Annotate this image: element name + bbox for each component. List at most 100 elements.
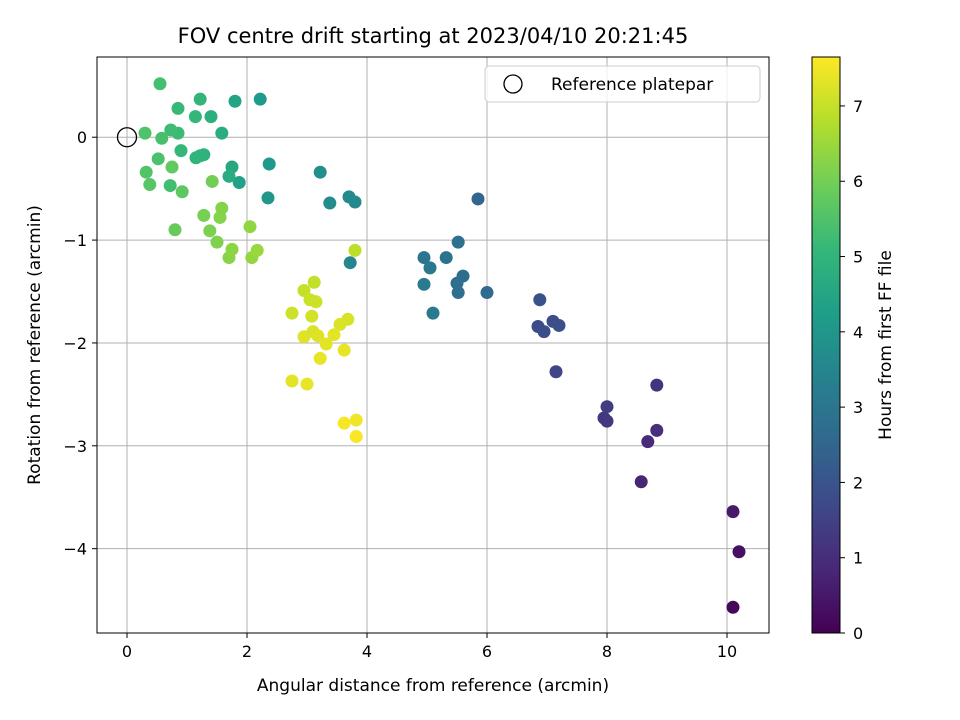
data-point [537,325,551,339]
reference-marker-layer [116,127,138,148]
data-point [222,169,236,183]
data-point [726,600,740,614]
data-point [305,309,319,323]
data-point [215,126,229,140]
data-point [337,343,351,357]
chart-title: FOV centre drift starting at 2023/04/10 … [178,24,689,48]
data-point [243,220,257,234]
colorbar-tick-label: 3 [853,398,863,417]
legend-entry-reference-platepar: Reference platepar [551,75,713,95]
y-tick-label: −3 [63,437,87,456]
data-point [337,416,351,430]
data-point [600,400,614,414]
data-point [232,175,246,189]
data-point [650,378,664,392]
grid-lines [97,57,769,633]
data-point [348,243,362,257]
colorbar: 0 1 2 3 4 5 6 7 Hours from first FF file [811,56,896,643]
data-point [327,328,341,342]
data-point [250,243,264,257]
data-point [155,131,169,145]
data-point [205,174,219,188]
data-point [732,545,746,559]
data-point [139,165,153,179]
reference-platepar-marker [116,127,138,148]
data-points [138,77,746,614]
data-point [480,286,494,300]
data-point [552,318,566,332]
data-point [600,414,614,428]
data-point [143,178,157,192]
data-point [549,365,563,379]
x-tick-label: 8 [602,642,612,661]
legend: Reference platepar [484,65,761,103]
data-point [175,185,189,199]
data-point [225,242,239,256]
data-point [348,195,362,209]
data-point [343,256,357,270]
data-point [417,277,431,291]
data-point [451,286,465,300]
data-point [313,165,327,179]
colorbar-tick-label: 0 [853,624,863,643]
colorbar-tick-label: 5 [853,248,863,267]
data-point [309,295,323,309]
data-point [471,192,485,206]
data-point [165,160,179,174]
data-point [204,110,218,124]
x-tick-label: 2 [242,642,252,661]
data-point [189,151,203,165]
data-point [349,413,363,427]
data-point [138,126,152,140]
y-tick-label: −2 [63,334,87,353]
colorbar-tick-label: 1 [853,549,863,568]
x-axis-ticks: 0 2 4 6 8 10 [122,633,737,661]
data-point [634,475,648,489]
x-tick-label: 10 [717,642,737,661]
y-axis-ticks: 0 −1 −2 −3 −4 [63,128,97,559]
data-point [311,329,325,343]
data-point [349,430,363,444]
data-point [423,261,437,275]
colorbar-tick-label: 4 [853,323,863,342]
data-point [307,275,321,289]
data-point [262,157,276,171]
colorbar-label: Hours from first FF file [876,250,896,440]
data-point [650,423,664,437]
axes-frame [96,56,770,634]
data-point [285,374,299,388]
data-point [297,283,311,297]
data-point [323,196,337,210]
data-point [197,208,211,222]
data-point [333,317,347,331]
data-point [171,101,185,115]
legend-reference-marker [503,74,523,94]
data-point [213,210,227,224]
data-point [168,223,182,237]
data-point [174,144,188,158]
data-point [319,337,333,351]
y-axis-label: Rotation from reference (arcmin) [25,205,45,485]
y-tick-label: −4 [63,540,87,559]
data-point [153,77,167,91]
data-point [193,92,207,106]
colorbar-tick-label: 6 [853,172,863,191]
data-point [533,293,547,307]
x-tick-label: 6 [482,642,492,661]
data-point [726,505,740,519]
data-point [164,123,178,137]
y-tick-label: 0 [77,128,87,147]
colorbar-tick-label: 7 [853,97,863,116]
x-tick-label: 0 [122,642,132,661]
x-tick-label: 4 [362,642,372,661]
data-point [313,351,327,365]
data-point [439,251,453,265]
data-point [641,435,655,449]
plot-background [97,57,769,633]
plot-area [97,57,769,633]
data-point [297,330,311,344]
data-point [285,306,299,320]
data-point [426,306,440,320]
y-tick-label: −1 [63,231,87,250]
